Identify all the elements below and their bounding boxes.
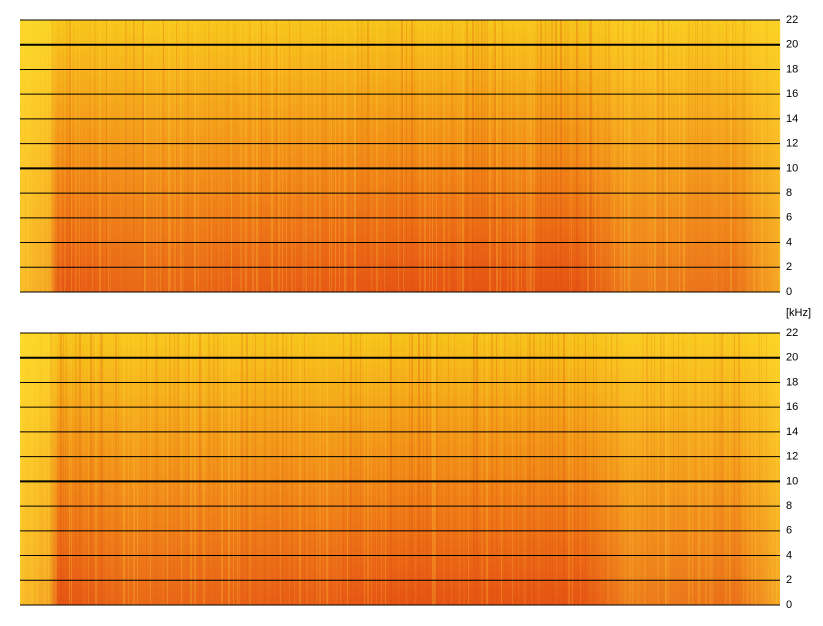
y-tick-label: 0	[786, 286, 792, 298]
y-tick-label: 10	[786, 162, 798, 174]
y-tick-label: 20	[786, 352, 798, 364]
y-tick-label: 8	[786, 187, 792, 199]
y-tick-label: 4	[786, 549, 792, 561]
y-tick-label: 22	[786, 327, 798, 339]
y-tick-label: 14	[786, 113, 798, 125]
spectrogram-shade	[20, 333, 780, 605]
y-tick-label: 8	[786, 500, 792, 512]
y-tick-label: 10	[786, 475, 798, 487]
y-tick-label: 22	[786, 14, 798, 26]
y-tick-label: 16	[786, 88, 798, 100]
y-tick-label: 18	[786, 376, 798, 388]
y-tick-label: 4	[786, 236, 792, 248]
y-tick-label: 12	[786, 138, 798, 150]
y-tick-label: 2	[786, 261, 792, 273]
y-axis-unit: [kHz]	[786, 307, 811, 319]
y-tick-label: 16	[786, 401, 798, 413]
y-tick-label: 18	[786, 63, 798, 75]
spectrogram-shade	[20, 20, 780, 292]
y-tick-label: 6	[786, 525, 792, 537]
y-tick-label: 20	[786, 39, 798, 51]
y-tick-label: 0	[786, 599, 792, 611]
y-tick-label: 14	[786, 426, 798, 438]
y-tick-label: 6	[786, 212, 792, 224]
y-tick-label: 12	[786, 451, 798, 463]
y-tick-label: 2	[786, 574, 792, 586]
